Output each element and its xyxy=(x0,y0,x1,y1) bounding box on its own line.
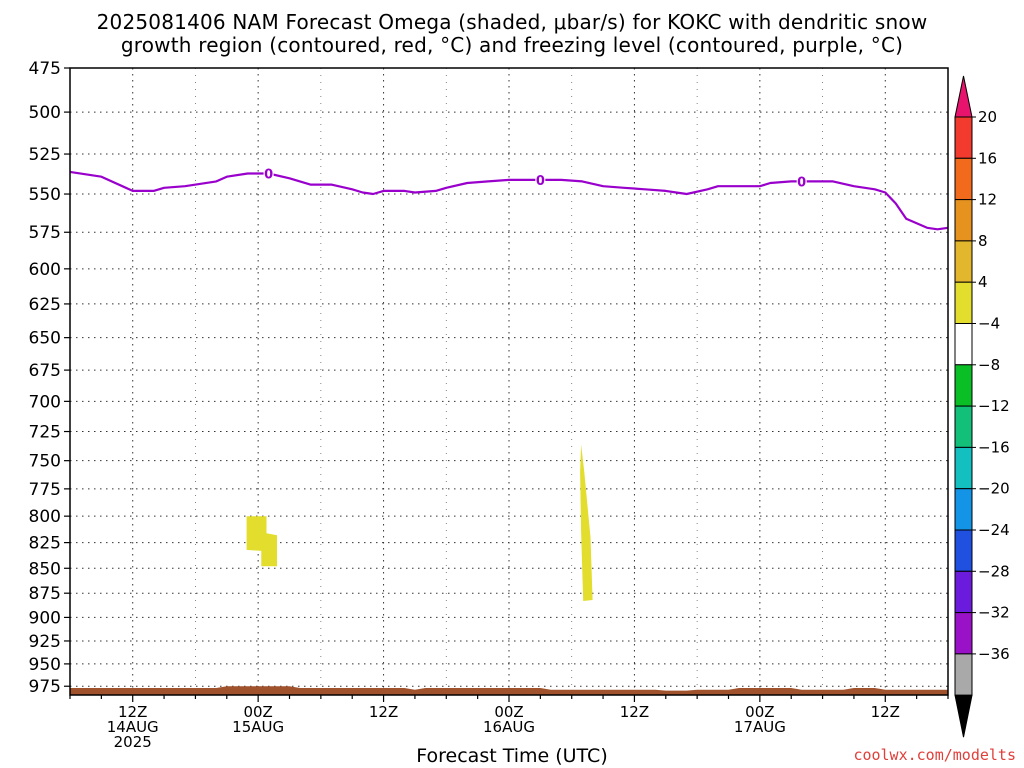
contour-label-bg-2 xyxy=(535,171,546,188)
y-tick-label-600: 600 xyxy=(29,260,61,280)
x-tick-label-66-1: 17AUG xyxy=(734,718,786,736)
colorbar-label-3: 8 xyxy=(978,232,988,250)
colorbar-segment-9 xyxy=(954,446,973,490)
y-tick-label-925: 925 xyxy=(29,632,61,652)
x-tick-label-6-1: 14AUG xyxy=(107,718,159,736)
y-axis: 475 500 525 550 575 600 625 650 675 700 725 750 775 8… xyxy=(29,59,70,697)
x-tick-label-6-2: 2025 xyxy=(114,733,152,751)
x-tick-label-42-1: 16AUG xyxy=(483,718,535,736)
x-tick-label-30-0: 12Z xyxy=(369,703,398,721)
contour-label-1: 0 xyxy=(264,167,273,182)
y-tick-label-825: 825 xyxy=(29,534,61,554)
y-tick-label-500: 500 xyxy=(29,103,61,123)
contour-label-bg-3 xyxy=(796,173,807,190)
colorbar-label-6: −8 xyxy=(978,356,1000,374)
colorbar-segment-13 xyxy=(954,612,973,655)
x-tick-label-42-0: 00Z xyxy=(494,703,523,721)
colorbar-label-9: −20 xyxy=(978,480,1010,498)
y-tick-label-650: 650 xyxy=(29,329,61,349)
contour-label-bg-1 xyxy=(263,165,274,182)
colorbar-segment-1 xyxy=(954,116,973,159)
colorbar-segment-12 xyxy=(954,570,973,614)
chart-title-line-2: growth region (contoured, red, °C) and f… xyxy=(120,33,904,57)
y-tick-label-625: 625 xyxy=(29,295,61,315)
y-tick-label-875: 875 xyxy=(29,584,61,604)
y-tick-label-675: 675 xyxy=(29,361,61,381)
colorbar-label-4: 4 xyxy=(978,273,988,291)
grid-lines xyxy=(70,67,948,695)
colorbar-segment-4 xyxy=(954,240,973,283)
y-tick-label-475: 475 xyxy=(29,59,61,79)
colorbar-label-12: −32 xyxy=(978,604,1010,622)
y-tick-label-775: 775 xyxy=(29,480,61,500)
y-tick-label-900: 900 xyxy=(29,608,61,628)
colorbar-max-arrow xyxy=(954,75,973,118)
chart-title-line-1: 2025081406 NAM Forecast Omega (shaded, μ… xyxy=(96,10,928,34)
colorbar: 20 16 12 8 4 −4 −8 −12 −16 −20 −24 −28 −32 −36 xyxy=(954,75,1010,738)
y-tick-label-850: 850 xyxy=(29,559,61,579)
colorbar-label-5: −4 xyxy=(978,315,1000,333)
x-axis-title: Forecast Time (UTC) xyxy=(416,745,608,767)
y-tick-label-950: 950 xyxy=(29,655,61,675)
colorbar-segment-14 xyxy=(954,653,973,696)
colorbar-label-10: −24 xyxy=(978,521,1010,539)
y-tick-label-550: 550 xyxy=(29,185,61,205)
colorbar-segment-11 xyxy=(954,529,973,572)
colorbar-segment-7 xyxy=(954,364,973,407)
colorbar-label-0: 20 xyxy=(978,108,997,126)
x-tick-label-6-0: 12Z xyxy=(118,703,147,721)
y-tick-label-975: 975 xyxy=(29,677,61,697)
colorbar-label-1: 16 xyxy=(978,149,997,167)
colorbar-min-arrow xyxy=(954,694,973,738)
x-tick-label-18-0: 00Z xyxy=(243,703,272,721)
contour-label-2: 0 xyxy=(536,174,545,189)
x-tick-label-54-0: 12Z xyxy=(620,703,649,721)
y-tick-label-725: 725 xyxy=(29,423,61,443)
colorbar-segment-6 xyxy=(954,323,973,366)
y-tick-label-575: 575 xyxy=(29,223,61,243)
colorbar-segment-10 xyxy=(954,488,973,531)
freezing-level-contour: 0 0 0 xyxy=(69,165,949,231)
colorbar-label-8: −16 xyxy=(978,438,1010,456)
ground-fill xyxy=(70,686,948,695)
y-tick-label-750: 750 xyxy=(29,452,61,472)
x-tick-label-66-0: 00Z xyxy=(745,703,774,721)
colorbar-segment-2 xyxy=(954,157,973,201)
colorbar-label-11: −28 xyxy=(978,562,1010,580)
colorbar-segment-3 xyxy=(954,199,973,242)
ground-surface xyxy=(70,686,948,695)
y-tick-label-525: 525 xyxy=(29,145,61,165)
y-tick-label-800: 800 xyxy=(29,507,61,527)
omega-area-1 xyxy=(246,516,277,567)
colorbar-segment-5 xyxy=(954,281,973,325)
omega-shading xyxy=(246,444,593,601)
x-tick-label-78-0: 12Z xyxy=(871,703,900,721)
contour-label-3: 0 xyxy=(797,175,806,190)
colorbar-label-7: −12 xyxy=(978,397,1010,415)
x-tick-label-18-1: 15AUG xyxy=(232,718,284,736)
colorbar-segment-8 xyxy=(954,405,973,448)
colorbar-label-13: −36 xyxy=(978,645,1010,663)
colorbar-label-2: 12 xyxy=(978,191,997,209)
credit-text: coolwx.com/modelts xyxy=(853,746,1016,764)
omega-area-2 xyxy=(580,444,593,601)
y-tick-label-700: 700 xyxy=(29,392,61,412)
